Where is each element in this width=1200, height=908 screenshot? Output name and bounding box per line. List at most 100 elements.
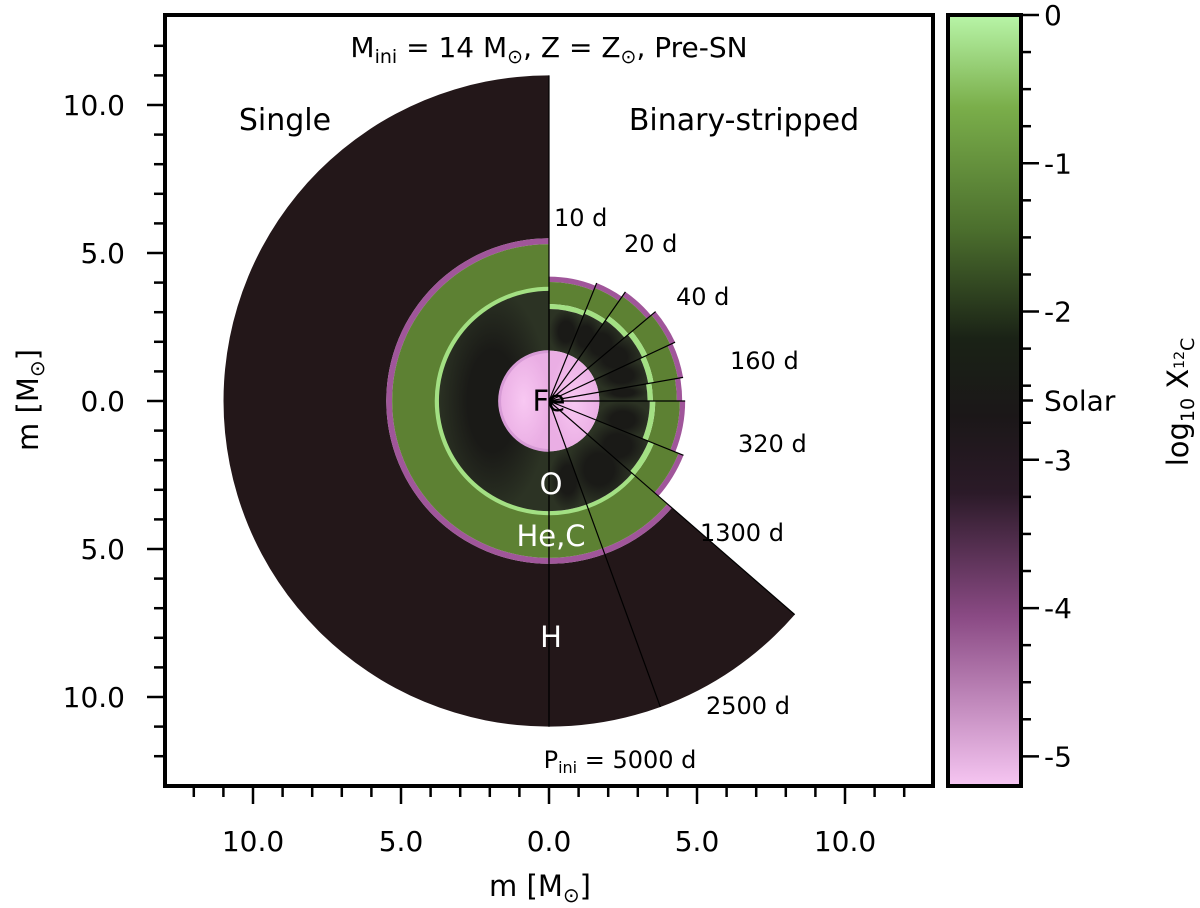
- x-tick-label: 10.0: [222, 825, 284, 858]
- colorbar-tick-label: 0: [1044, 0, 1062, 32]
- chart-title: Mini = 14 M⊙, Z = Z⊙, Pre-SN: [350, 31, 747, 68]
- colorbar-tick-label: -4: [1044, 592, 1072, 625]
- colorbar-tick-label: -3: [1044, 444, 1072, 477]
- period-label-2500d: 2500 d: [706, 692, 790, 720]
- period-sector-9-o: [549, 448, 587, 512]
- y-tick-label: 10.0: [63, 681, 125, 714]
- single-layer-hec: [392, 244, 549, 558]
- layer-label-hec: He,C: [516, 519, 585, 553]
- colorbar-tick-label: -5: [1044, 740, 1072, 773]
- y-tick-label: 10.0: [63, 89, 125, 122]
- period-divider-8: [548, 400, 796, 616]
- y-tick-label: 0.0: [80, 385, 125, 418]
- binary-stripped-profiles: [548, 75, 796, 727]
- period-divider-1: [548, 282, 598, 402]
- single-layer-fe: [498, 350, 549, 452]
- period-sector-6-ring: [642, 401, 656, 441]
- colorbar-label: log10 X12C: [1161, 338, 1199, 467]
- period-sector-9-ring: [549, 504, 589, 516]
- layer-label-o: O: [540, 467, 563, 501]
- x-tick-label: 10.0: [814, 825, 876, 858]
- period-label-1300d: 1300 d: [700, 519, 784, 547]
- period-sector-3-ring: [627, 331, 648, 358]
- period-sector-8-edge: [602, 503, 672, 554]
- period-sector-5-ring: [646, 382, 653, 401]
- period-sector-2-ring: [605, 315, 629, 338]
- period-label-160d: 160 d: [730, 347, 799, 375]
- panel-label-binary: Binary-stripped: [629, 103, 859, 138]
- colorbar-tick-label: -2: [1044, 296, 1072, 329]
- period-sector-4-ring: [640, 356, 654, 384]
- period-label-10d: 10 d: [554, 204, 607, 232]
- period-sector-9-edge: [549, 548, 605, 564]
- period-sector-6-hec: [647, 401, 680, 451]
- y-axis: 10.0 5.0 0.0 5.0 10.0: [63, 44, 163, 758]
- period-sector-7-hec: [634, 443, 679, 493]
- y-axis-label: m [M⊙]: [11, 349, 49, 451]
- period-divider-5: [548, 376, 684, 402]
- colorbar-tick-label: Solar: [1044, 385, 1116, 418]
- period-sector-2-edge: [622, 291, 652, 319]
- colorbar: 0 -1 -2 Solar -3 -4 -5: [946, 0, 1116, 788]
- plot-area: [223, 75, 796, 727]
- period-sector-0-hec: [549, 282, 594, 312]
- period-sector-7-edge: [654, 453, 684, 497]
- period-sector-8-hec: [587, 474, 668, 549]
- panel-label-single: Single: [239, 103, 331, 138]
- period-sector-8-h: [604, 507, 795, 707]
- x-tick-label: 5.0: [379, 825, 424, 858]
- layer-label-fe: Fe: [533, 384, 566, 418]
- y-tick-label: 5.0: [80, 533, 125, 566]
- x-axis-label: m [M⊙]: [489, 869, 591, 907]
- period-divider-9: [548, 400, 661, 708]
- period-sector-8-ring: [586, 473, 636, 509]
- period-sector-1-ring: [584, 308, 606, 324]
- x-axis: 10.0 5.0 0.0 5.0 10.0: [192, 788, 906, 858]
- period-sector-3-o: [587, 334, 643, 380]
- period-divider-3: [548, 311, 656, 402]
- period-divider-4: [548, 341, 676, 402]
- single-star-profile: [223, 75, 549, 727]
- period-divider-7: [548, 400, 684, 456]
- period-sector-9-h: [549, 553, 661, 727]
- period-sector-6-edge: [670, 401, 686, 453]
- period-sector-0-ring: [549, 304, 586, 316]
- period-sector-7-o: [586, 419, 649, 472]
- x-tick-label: 5.0: [675, 825, 720, 858]
- period-sector-2-o: [577, 320, 625, 369]
- period-label-320d: 320 d: [738, 430, 807, 458]
- period-sector-1-edge: [594, 282, 623, 302]
- period-sector-7-ring: [630, 441, 654, 476]
- pini-label: Pini = 5000 d: [544, 746, 697, 777]
- colorbar-tick-label: -1: [1044, 147, 1072, 180]
- period-sector-0-o: [549, 309, 584, 355]
- period-sector-5-hec: [651, 378, 677, 401]
- y-tick-label: 5.0: [80, 237, 125, 270]
- colorbar-ticks: 0 -1 -2 Solar -3 -4 -5: [1021, 0, 1116, 773]
- layer-label-h: H: [540, 620, 562, 654]
- period-sector-8-o: [566, 434, 633, 505]
- single-layer-o: [436, 288, 549, 514]
- period-divider-2: [548, 291, 626, 402]
- period-label-20d: 20 d: [624, 230, 677, 258]
- period-sector-4-edge: [667, 343, 684, 379]
- period-sector-3-edge: [651, 311, 676, 345]
- colorbar-gradient: [948, 15, 1021, 786]
- period-sector-6-o: [595, 401, 650, 439]
- period-sector-3-hec: [632, 315, 671, 356]
- layer-labels: Fe O He,C H: [516, 384, 585, 654]
- period-sector-9-hec: [549, 506, 603, 558]
- period-sector-5-edge: [674, 377, 683, 401]
- x-tick-label: 0.0: [527, 825, 572, 858]
- period-sector-4-hec: [645, 345, 678, 383]
- period-sector-4-o: [594, 358, 649, 393]
- plot-frame: [163, 13, 935, 788]
- period-sector-0-edge: [549, 276, 596, 291]
- period-sector-1-hec: [586, 287, 619, 320]
- period-sector-1-o: [567, 313, 604, 360]
- period-labels: 10 d 20 d 40 d 160 d 320 d 1300 d 2500 d: [554, 204, 807, 720]
- period-sector-5-o: [598, 383, 648, 401]
- period-sector-2-hec: [608, 296, 647, 335]
- period-label-40d: 40 d: [676, 283, 729, 311]
